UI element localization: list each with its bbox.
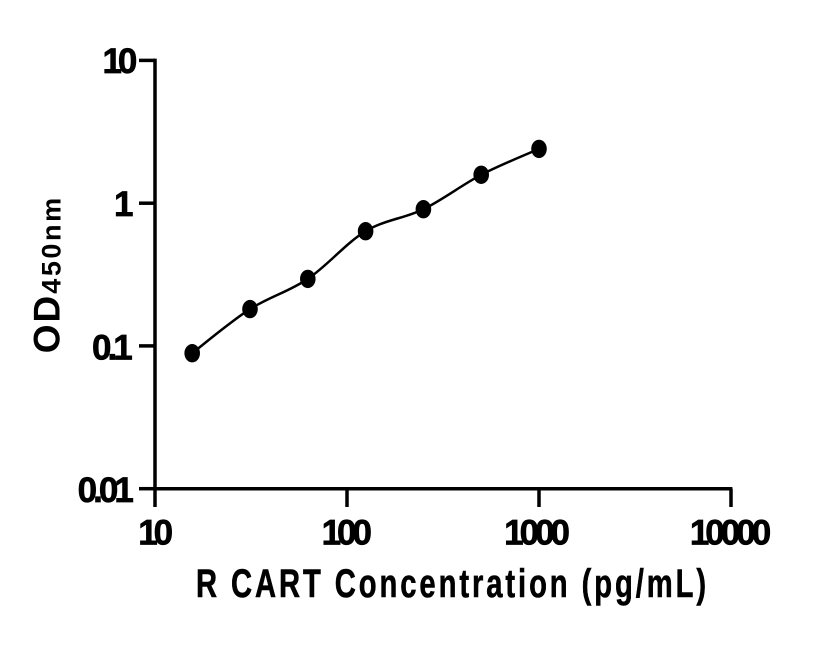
svg-text:0.01: 0.01 [78, 471, 134, 510]
svg-text:10000: 10000 [690, 513, 771, 552]
svg-text:10: 10 [138, 513, 172, 552]
svg-text:R CART Concentration (pg/mL): R CART Concentration (pg/mL) [196, 561, 709, 606]
svg-text:0.1: 0.1 [92, 328, 132, 367]
svg-text:10: 10 [102, 42, 136, 81]
svg-text:100: 100 [322, 513, 372, 552]
svg-text:1000: 1000 [504, 513, 569, 552]
